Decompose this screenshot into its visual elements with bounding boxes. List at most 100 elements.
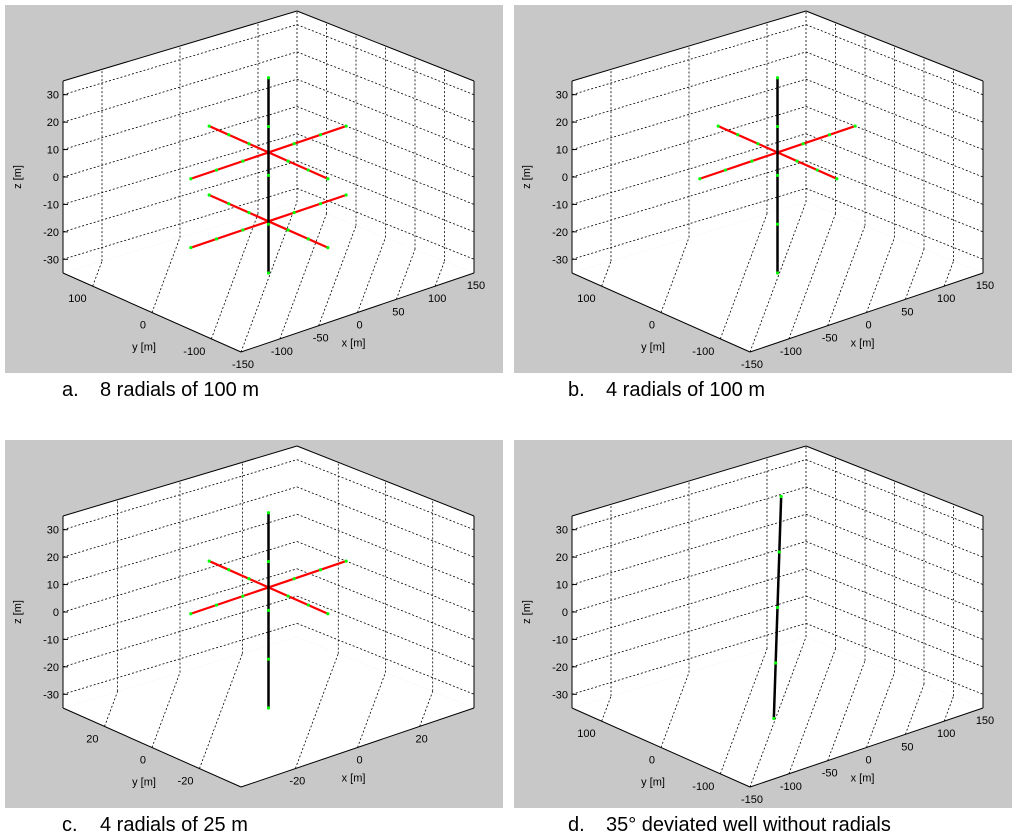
radial-marker	[853, 124, 857, 128]
radial-marker	[736, 133, 740, 137]
wellbore-marker	[775, 605, 780, 610]
axes-frame-edge	[571, 707, 751, 788]
radial-marker	[207, 193, 211, 197]
x-tick-label: 0	[356, 755, 362, 767]
wellbore-marker	[266, 222, 271, 226]
axes-frame-edge	[571, 10, 807, 82]
z-tick-label: -30	[552, 689, 568, 701]
z-tick-label: -30	[43, 254, 59, 266]
radial-marker	[326, 612, 330, 616]
z-tick-label: -10	[43, 634, 59, 646]
z-tick-label: 10	[47, 145, 59, 157]
grid-line	[571, 513, 807, 585]
z-tick-label: 20	[556, 552, 568, 564]
radial-marker	[292, 577, 296, 581]
x-tick-label: 0	[865, 320, 871, 332]
radial-line	[190, 151, 269, 180]
x-tick-label: -150	[232, 359, 254, 371]
radial-line	[777, 151, 838, 180]
x-tick-label: 150	[976, 280, 994, 292]
radial-line	[268, 193, 347, 223]
grid-line	[62, 595, 298, 668]
y-tick-label: -20	[178, 776, 194, 788]
grid-line	[62, 106, 298, 178]
radial-line	[268, 151, 329, 180]
radial-marker	[247, 577, 251, 581]
back-left-wall	[572, 446, 806, 708]
grid-line	[62, 622, 298, 695]
z-tick-label: 10	[556, 145, 568, 157]
x-tick-label: 100	[937, 728, 955, 740]
y-tick-label: -100	[692, 346, 714, 358]
x-axis-label: x [m]	[851, 338, 875, 350]
radial-marker	[306, 603, 310, 607]
y-tick-label: -100	[692, 781, 714, 793]
z-tick-label: 0	[53, 172, 59, 184]
radial-line	[699, 151, 778, 180]
z-tick-label: 30	[47, 525, 59, 537]
radial-line	[208, 560, 269, 589]
caption-a-letter: a.	[62, 379, 79, 401]
y-axis-label: y [m]	[641, 342, 665, 354]
radial-marker	[815, 168, 819, 172]
caption-a-text: 8 radials of 100 m	[100, 379, 259, 401]
radial-line	[268, 220, 329, 249]
radial-marker	[214, 237, 219, 241]
axes-frame-edge	[749, 272, 984, 353]
caption-c-letter: c.	[62, 814, 78, 836]
radial-marker	[318, 202, 323, 206]
radial-marker	[247, 211, 251, 215]
wellbore-marker	[266, 271, 271, 275]
grid-line	[571, 51, 807, 123]
grid-line	[827, 660, 866, 761]
wellbore-marker	[266, 76, 271, 80]
plot-panel-b: -30 -20 -10 0 10 20 30 -150 -100 -50 0 50 100 150 -100…	[514, 5, 1012, 373]
z-tick-label: -20	[552, 662, 568, 674]
z-tick-label: 0	[562, 607, 568, 619]
wellbore-marker	[777, 550, 781, 554]
grid-line	[395, 249, 416, 300]
grid-line	[62, 51, 298, 123]
x-tick-label: 150	[976, 715, 994, 727]
wellbore-marker	[266, 511, 271, 515]
radial-marker	[241, 594, 245, 598]
axes-frame-edge	[240, 272, 475, 353]
caption-d-letter: d.	[568, 814, 585, 836]
radial-marker	[292, 211, 296, 215]
grid-line	[904, 684, 925, 735]
grid-line	[62, 459, 298, 531]
x-axis-label: x [m]	[851, 773, 875, 785]
x-tick-label: 0	[865, 755, 871, 767]
radial-marker	[207, 124, 211, 128]
grid-line	[571, 459, 807, 531]
grid-line	[943, 696, 954, 722]
grid-line	[62, 78, 298, 150]
y-tick-label: 0	[649, 755, 655, 767]
grid-line	[660, 672, 690, 748]
radial-marker	[716, 124, 720, 128]
radial-marker	[795, 159, 799, 163]
grid-line	[943, 261, 954, 287]
caption-a: a. 8 radials of 100 m	[62, 379, 259, 402]
back-right-wall	[806, 446, 983, 708]
wellbore-marker	[266, 124, 271, 129]
radial-line	[190, 220, 269, 249]
radial-marker	[189, 177, 193, 181]
radial-marker	[286, 228, 290, 232]
grid-line	[571, 541, 807, 613]
radial-line	[208, 193, 269, 223]
z-tick-label: 10	[47, 580, 59, 592]
grid-line	[151, 672, 181, 748]
x-axis-label: x [m]	[342, 338, 366, 350]
x-tick-label: 50	[901, 741, 913, 753]
radial-marker	[189, 612, 193, 616]
x-tick-label: -100	[780, 781, 802, 793]
z-axis-label: z [m]	[521, 165, 533, 189]
radial-marker	[227, 568, 231, 572]
grid-line	[240, 201, 298, 353]
wellbore-marker	[775, 124, 780, 129]
grid-line	[62, 24, 298, 96]
axes-frame-edge	[62, 272, 242, 353]
radial-marker	[241, 228, 245, 232]
grid-line	[92, 261, 103, 287]
